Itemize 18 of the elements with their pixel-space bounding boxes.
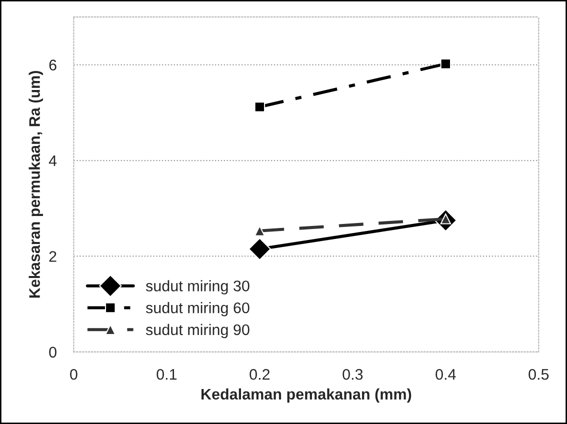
y-tick-label: 6	[49, 60, 56, 70]
legend-label: sudut miring 30	[146, 280, 250, 294]
y-tick-label: 2	[49, 251, 56, 262]
x-tick-label: 0.2	[250, 368, 270, 380]
y-tick-label: 4	[48, 156, 57, 166]
x-tick-label: 0.4	[436, 368, 456, 380]
x-tick-label: 0.1	[156, 368, 177, 380]
point	[248, 238, 272, 260]
x-axis-title: Kedalaman pemakanan (mm)	[202, 388, 412, 403]
x-tick-label: 0.3	[342, 368, 363, 380]
legend-label: sudut miring 90	[146, 324, 250, 338]
y-tick-label: 0	[49, 346, 56, 358]
point	[440, 58, 452, 70]
y-axis-title: Kekasaran permukaan, Ra (um)	[28, 70, 43, 298]
legend-label: sudut miring 60	[146, 302, 250, 316]
x-tick-label: 0	[70, 368, 78, 380]
x-tick-label: 0.5	[528, 368, 549, 380]
point	[254, 102, 266, 112]
